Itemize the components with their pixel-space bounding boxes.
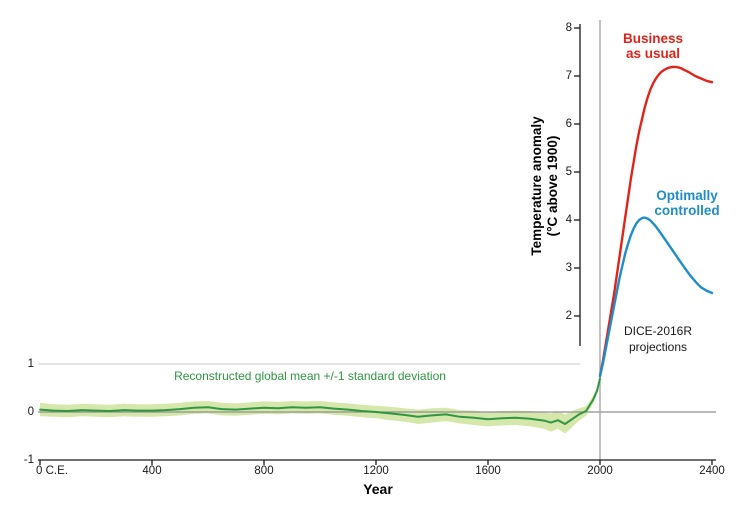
reconstruction-legend-label: Reconstructed global mean +/-1 standard … bbox=[174, 369, 446, 383]
x-tick-label: 1200 bbox=[363, 465, 389, 477]
x-tick-label: 0 C.E. bbox=[36, 465, 68, 477]
right-y-tick-label: 5 bbox=[565, 166, 572, 178]
left-y-tick-label: 1 bbox=[27, 358, 34, 370]
right-y-tick-label: 6 bbox=[565, 118, 572, 130]
y-axis-title: Temperature anomaly (°C above 1900) bbox=[529, 116, 561, 256]
x-tick-label: 2000 bbox=[587, 465, 613, 477]
right-y-tick-label: 4 bbox=[565, 214, 572, 226]
right-y-tick-label: 7 bbox=[565, 70, 572, 82]
x-tick-label: 1600 bbox=[475, 465, 501, 477]
reconstruction-line bbox=[39, 377, 601, 425]
left-y-tick-label: -1 bbox=[23, 454, 34, 466]
business-as-usual-line bbox=[598, 65, 714, 378]
x-tick-label: 2400 bbox=[699, 465, 725, 477]
left-y-tick-label: 0 bbox=[27, 406, 34, 418]
dice-2016r-projections-label: DICE-2016R projections bbox=[623, 324, 693, 354]
right-y-tick-label: 8 bbox=[565, 22, 572, 34]
x-tick-label: 800 bbox=[254, 465, 274, 477]
optimally-controlled-line bbox=[598, 216, 714, 378]
right-y-tick-label: 2 bbox=[565, 310, 572, 322]
uncertainty-band bbox=[40, 375, 600, 434]
x-tick-label: 400 bbox=[142, 465, 162, 477]
x-axis-title: Year bbox=[363, 481, 393, 497]
right-y-tick-label: 3 bbox=[565, 262, 572, 274]
optimally-controlled-label: Optimally controlled bbox=[654, 188, 720, 219]
business-as-usual-label: Business as usual bbox=[622, 31, 684, 62]
